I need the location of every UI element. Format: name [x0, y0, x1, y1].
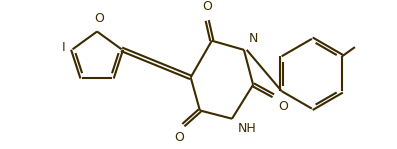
Text: O: O: [278, 100, 288, 113]
Text: NH: NH: [237, 122, 256, 135]
Text: O: O: [202, 0, 212, 13]
Text: I: I: [62, 41, 65, 54]
Text: O: O: [94, 12, 104, 25]
Text: N: N: [249, 32, 258, 45]
Text: O: O: [175, 131, 185, 144]
